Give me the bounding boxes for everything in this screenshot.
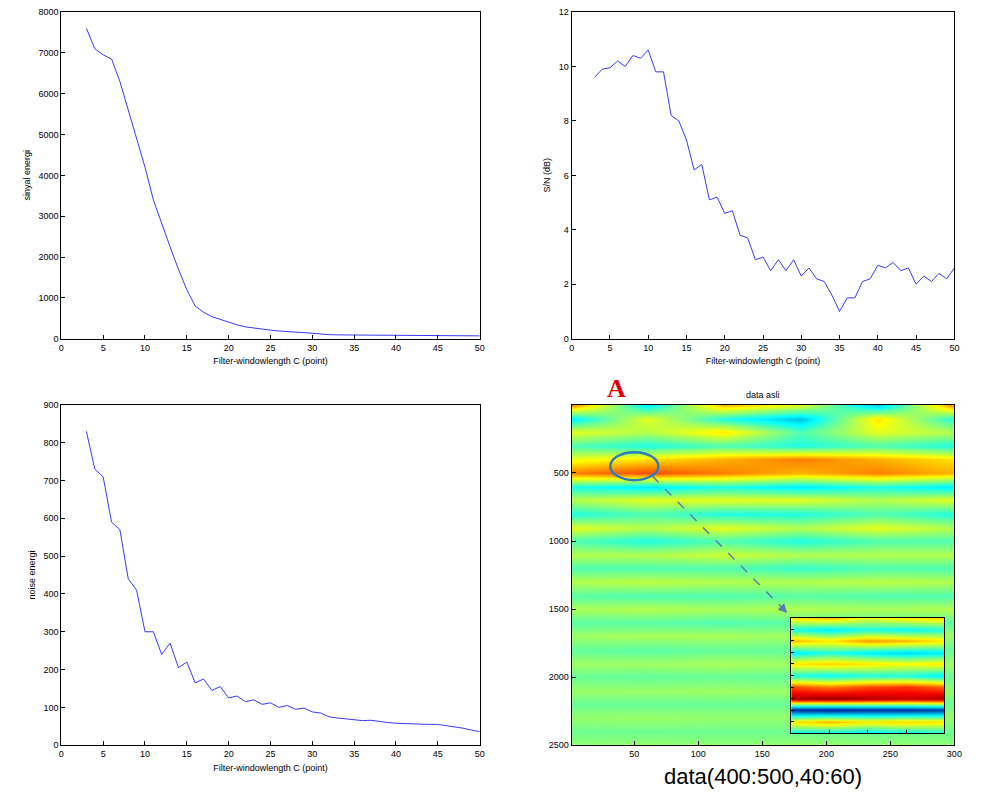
svg-text:40: 40: [391, 749, 401, 759]
svg-text:25: 25: [758, 343, 768, 353]
svg-text:Filter-windowlength C (point): Filter-windowlength C (point): [706, 356, 821, 366]
svg-text:0: 0: [569, 343, 574, 353]
svg-text:2000: 2000: [549, 672, 569, 682]
svg-text:50: 50: [475, 749, 485, 759]
svg-text:5: 5: [607, 343, 612, 353]
svg-text:0: 0: [59, 343, 64, 353]
svg-text:10: 10: [643, 343, 653, 353]
svg-text:40: 40: [391, 343, 401, 353]
svg-text:2500: 2500: [549, 740, 569, 750]
svg-text:5: 5: [101, 343, 106, 353]
svg-text:500: 500: [554, 468, 569, 478]
svg-text:800: 800: [43, 438, 58, 448]
svg-text:7000: 7000: [38, 48, 58, 58]
svg-text:2: 2: [564, 279, 569, 289]
svg-text:10: 10: [559, 62, 569, 72]
svg-text:20: 20: [224, 749, 234, 759]
svg-text:0: 0: [54, 334, 59, 344]
svg-text:50: 50: [475, 343, 485, 353]
svg-text:50: 50: [629, 749, 639, 759]
svg-text:400: 400: [43, 589, 58, 599]
svg-text:data asli: data asli: [746, 390, 780, 400]
svg-text:2000: 2000: [38, 252, 58, 262]
svg-text:30: 30: [307, 749, 317, 759]
svg-text:data(400:500,40:60): data(400:500,40:60): [664, 764, 862, 789]
svg-text:A: A: [607, 374, 626, 403]
svg-text:Filter-windowlength C (point): Filter-windowlength C (point): [213, 356, 328, 366]
svg-text:12: 12: [559, 7, 569, 17]
svg-text:100: 100: [691, 749, 706, 759]
svg-text:1500: 1500: [549, 604, 569, 614]
svg-text:35: 35: [349, 749, 359, 759]
svg-text:20: 20: [224, 343, 234, 353]
svg-text:10: 10: [140, 343, 150, 353]
svg-text:45: 45: [433, 343, 443, 353]
svg-text:25: 25: [265, 749, 275, 759]
svg-text:3000: 3000: [38, 211, 58, 221]
svg-text:6: 6: [564, 170, 569, 180]
svg-text:0: 0: [59, 749, 64, 759]
svg-text:200: 200: [43, 665, 58, 675]
svg-text:0: 0: [54, 740, 59, 750]
svg-text:35: 35: [349, 343, 359, 353]
svg-text:600: 600: [43, 513, 58, 523]
svg-text:15: 15: [182, 749, 192, 759]
svg-text:1000: 1000: [549, 536, 569, 546]
svg-text:45: 45: [911, 343, 921, 353]
svg-text:6000: 6000: [38, 89, 58, 99]
svg-text:5: 5: [101, 749, 106, 759]
svg-text:sinyal energi: sinyal energi: [22, 150, 32, 201]
svg-text:10: 10: [140, 749, 150, 759]
svg-text:250: 250: [883, 749, 898, 759]
svg-text:0: 0: [564, 334, 569, 344]
svg-text:1000: 1000: [38, 293, 58, 303]
svg-text:4000: 4000: [38, 170, 58, 180]
svg-text:50: 50: [949, 343, 959, 353]
svg-text:150: 150: [755, 749, 770, 759]
svg-text:4: 4: [564, 225, 569, 235]
svg-text:8: 8: [564, 116, 569, 126]
svg-text:30: 30: [796, 343, 806, 353]
svg-text:15: 15: [681, 343, 691, 353]
svg-text:15: 15: [182, 343, 192, 353]
svg-text:300: 300: [43, 627, 58, 637]
svg-text:S/N (dB): S/N (dB): [542, 158, 552, 193]
svg-text:8000: 8000: [38, 7, 58, 17]
svg-text:30: 30: [307, 343, 317, 353]
svg-text:Filter-windowlength C (point): Filter-windowlength C (point): [213, 763, 328, 773]
svg-text:45: 45: [433, 749, 443, 759]
svg-text:200: 200: [819, 749, 834, 759]
svg-text:noise energi: noise energi: [27, 551, 37, 600]
svg-text:35: 35: [835, 343, 845, 353]
svg-text:500: 500: [43, 551, 58, 561]
svg-text:700: 700: [43, 476, 58, 486]
svg-text:20: 20: [720, 343, 730, 353]
svg-text:100: 100: [43, 703, 58, 713]
svg-text:900: 900: [43, 400, 58, 410]
svg-text:40: 40: [873, 343, 883, 353]
svg-text:300: 300: [947, 749, 962, 759]
svg-text:5000: 5000: [38, 130, 58, 140]
svg-text:25: 25: [265, 343, 275, 353]
